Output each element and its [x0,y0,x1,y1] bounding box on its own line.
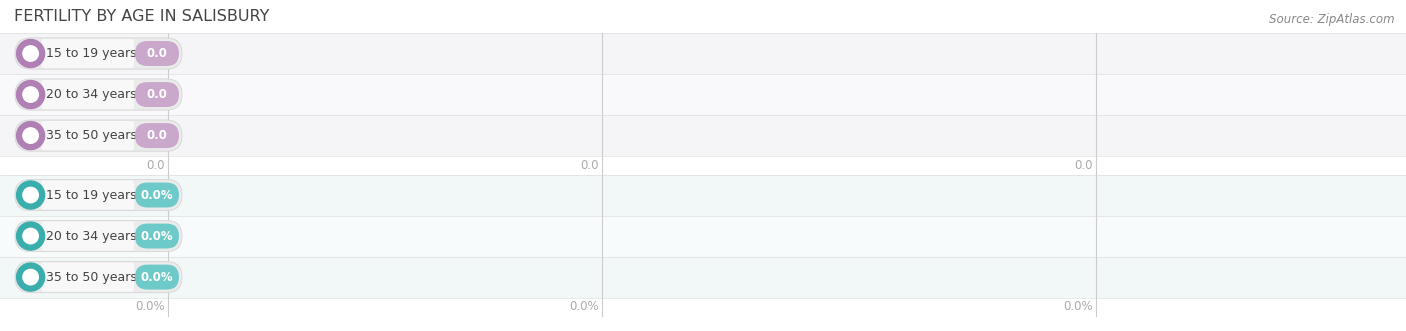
Text: 0.0: 0.0 [146,47,167,60]
FancyBboxPatch shape [15,261,181,293]
FancyBboxPatch shape [135,223,179,249]
Circle shape [17,263,45,291]
Text: 35 to 50 years: 35 to 50 years [45,270,136,284]
Text: 0.0%: 0.0% [141,230,173,243]
Circle shape [22,46,38,61]
Text: 35 to 50 years: 35 to 50 years [45,129,136,142]
Bar [0,33,1406,74]
FancyBboxPatch shape [135,123,179,148]
Text: Source: ZipAtlas.com: Source: ZipAtlas.com [1270,13,1395,26]
FancyBboxPatch shape [42,221,134,251]
Circle shape [22,228,38,244]
Text: 20 to 34 years: 20 to 34 years [46,88,136,101]
Text: 20 to 34 years: 20 to 34 years [46,230,136,243]
FancyBboxPatch shape [15,220,181,252]
Circle shape [17,222,45,250]
Bar [0,74,1406,115]
Circle shape [22,269,38,285]
Text: 0.0: 0.0 [146,88,167,101]
Text: 0.0: 0.0 [581,159,599,172]
Text: 0.0%: 0.0% [141,270,173,284]
FancyBboxPatch shape [15,38,181,69]
FancyBboxPatch shape [42,39,134,68]
FancyBboxPatch shape [15,179,181,211]
FancyBboxPatch shape [135,264,179,290]
FancyBboxPatch shape [135,82,179,107]
Text: 0.0%: 0.0% [1063,300,1092,313]
FancyBboxPatch shape [135,182,179,208]
Bar [0,215,1406,257]
FancyBboxPatch shape [42,121,134,150]
Text: 0.0: 0.0 [1074,159,1092,172]
Circle shape [22,187,38,203]
Circle shape [22,128,38,143]
FancyBboxPatch shape [135,41,179,66]
FancyBboxPatch shape [42,262,134,292]
Text: FERTILITY BY AGE IN SALISBURY: FERTILITY BY AGE IN SALISBURY [14,9,270,24]
Circle shape [17,121,45,150]
Circle shape [17,181,45,209]
Circle shape [22,87,38,102]
Text: 0.0: 0.0 [146,129,167,142]
Bar [0,115,1406,156]
FancyBboxPatch shape [15,79,181,110]
FancyBboxPatch shape [42,180,134,210]
Text: 0.0%: 0.0% [135,300,165,313]
Text: 0.0: 0.0 [146,159,165,172]
Circle shape [17,39,45,68]
FancyBboxPatch shape [15,120,181,151]
Circle shape [17,80,45,109]
FancyBboxPatch shape [42,80,134,109]
Bar [0,257,1406,298]
Text: 15 to 19 years: 15 to 19 years [46,47,136,60]
Text: 15 to 19 years: 15 to 19 years [46,189,136,202]
Text: 0.0%: 0.0% [141,189,173,202]
Text: 0.0%: 0.0% [569,300,599,313]
Bar [0,174,1406,215]
